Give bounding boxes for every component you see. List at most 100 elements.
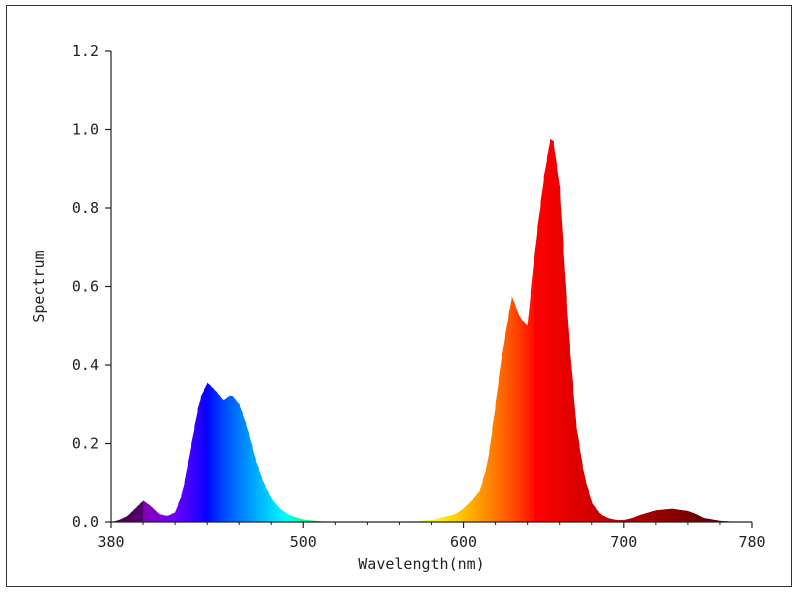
spectrum-band [627, 518, 631, 522]
spectrum-band [540, 176, 545, 522]
spectrum-band [155, 511, 160, 522]
spectrum-band [207, 382, 211, 522]
spectrum-band [575, 423, 580, 522]
spectrum-band [582, 464, 586, 522]
spectrum-band [546, 138, 551, 523]
spectrum-band [659, 509, 663, 522]
spectrum-band [277, 506, 282, 522]
x-tick-label: 500 [290, 533, 317, 551]
spectrum-band [296, 517, 301, 522]
spectrum-band [691, 512, 695, 522]
y-tick-label: 0.2 [72, 435, 99, 453]
spectrum-band [687, 511, 692, 522]
spectrum-band [290, 515, 295, 522]
x-tick-label: 700 [610, 533, 637, 551]
spectrum-band [495, 379, 500, 522]
spectrum-band [479, 479, 484, 522]
x-tick-label: 380 [97, 533, 124, 551]
spectrum-band [191, 426, 195, 522]
y-tick-label: 1.2 [72, 42, 99, 60]
spectrum-band [146, 502, 151, 522]
spectrum-band [139, 500, 144, 522]
spectrum-band [562, 243, 567, 522]
spectrum-band [200, 389, 205, 522]
spectrum-band [649, 511, 654, 522]
spectrum-band [543, 157, 548, 522]
spectrum-band [710, 519, 715, 522]
spectrum-band [453, 512, 458, 522]
spectrum-band [127, 512, 131, 522]
spectrum-band [300, 518, 304, 522]
spectrum-band [508, 296, 513, 522]
spectrum-band [280, 509, 285, 522]
spectrum-band [245, 423, 250, 522]
spectrum-band [165, 515, 170, 522]
spectrum-band [216, 392, 221, 522]
spectrum-band [569, 345, 574, 522]
spectrum-band [450, 514, 455, 522]
spectrum-band [697, 514, 702, 522]
spectrum-band [636, 514, 641, 522]
spectrum-band [258, 468, 263, 522]
ticks: 0.0 0.2 0.4 0.6 0.8 1.0 1.2 380 500 600 700 780 [72, 42, 766, 551]
spectrum-area [111, 138, 737, 523]
spectrum-band [210, 385, 215, 522]
spectrum-band [662, 509, 667, 522]
spectrum-band [585, 480, 590, 522]
spectrum-band [578, 444, 583, 522]
spectrum-band [162, 514, 167, 522]
x-tick-label: 600 [450, 533, 477, 551]
spectrum-band [271, 498, 276, 522]
spectrum-band [120, 517, 125, 522]
spectrum-band [184, 462, 189, 522]
spectrum-band [588, 491, 593, 522]
spectrum-band [604, 516, 609, 522]
spectrum-band [203, 382, 208, 522]
spectrum-band [534, 226, 538, 522]
spectrum-band [505, 314, 510, 522]
spectrum-band [178, 494, 183, 522]
spectrum-band [159, 514, 163, 522]
spectrum-band [485, 451, 490, 522]
spectrum-band [646, 512, 651, 522]
spectrum-band [668, 508, 673, 522]
spectrum-band [284, 511, 288, 522]
y-tick-label: 0.4 [72, 356, 99, 374]
spectrum-band [143, 500, 147, 522]
spectrum-band [553, 141, 558, 522]
spectrum-band [261, 478, 266, 522]
spectrum-band [437, 517, 442, 522]
spectrum-band [274, 502, 279, 522]
spectrum-band [444, 516, 449, 522]
spectrum-band [171, 512, 176, 522]
spectrum-band [168, 513, 173, 522]
spectrum-band [652, 510, 657, 522]
spectrum-band [598, 511, 602, 522]
spectrum-band [229, 395, 234, 522]
spectrum-band [175, 503, 179, 522]
spectrum-band [187, 443, 192, 522]
spectrum-band [197, 396, 202, 522]
spectrum-band [527, 291, 532, 522]
spectrum-band [469, 498, 474, 522]
spectrum-band [219, 396, 224, 522]
spectrum-band [623, 519, 628, 522]
spectrum-band [441, 516, 445, 522]
spectrum-band [591, 502, 596, 522]
spectrum-band [476, 490, 481, 522]
spectrum-band [463, 505, 468, 522]
spectrum-band [457, 510, 461, 522]
spectrum-band [223, 397, 227, 522]
spectrum-band [537, 201, 542, 522]
spectrum-band [630, 517, 635, 522]
x-tick-label: 780 [738, 533, 765, 551]
spectrum-band [655, 509, 660, 522]
y-tick-label: 0.8 [72, 199, 99, 217]
spectrum-band [213, 388, 218, 522]
x-axis-title: Wavelength(nm) [358, 555, 484, 573]
spectrum-band [255, 459, 260, 522]
spectrum-band [550, 138, 554, 523]
spectrum-band [136, 503, 141, 522]
spectrum-band [707, 518, 711, 522]
spectrum-band [460, 508, 465, 522]
